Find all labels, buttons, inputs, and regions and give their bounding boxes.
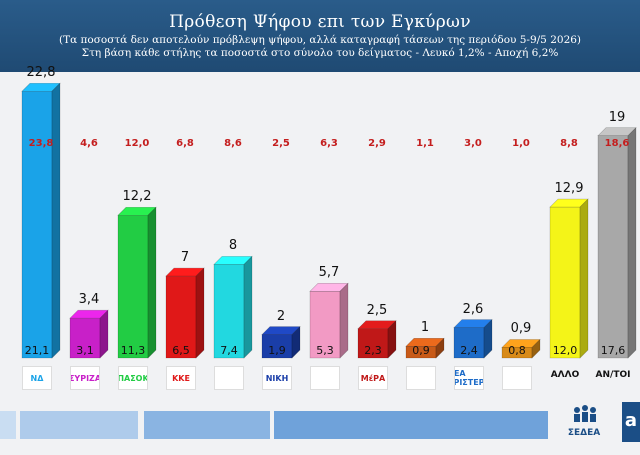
party-logo: ΝΙΚΗ [262, 366, 292, 390]
bar-value-label: 0,9 [510, 321, 532, 337]
bar-side-6 [339, 282, 349, 359]
chart-title: Πρόθεση Ψήφου επι των Εγκύρων [169, 12, 471, 32]
bar-value-label: 2 [276, 308, 286, 324]
previous-value-label: 2,9 [368, 138, 386, 149]
previous-value-label: 12,0 [124, 138, 150, 149]
bar-chart-svg [21, 82, 637, 359]
party-logo [406, 366, 436, 390]
bar-value-label: 8 [228, 238, 238, 254]
previous-value-label: 1,0 [512, 138, 530, 149]
bar-chart: 23,8 22,8 21,1 ΝΔ 4,6 3,4 3,1 ΣΥΡΙΖΑ 12,0 12,2 11,… [0, 65, 640, 400]
party-logo [502, 366, 532, 390]
party-logo: ΝΕΑ ΑΡΙΣΤΕΡΑ [454, 366, 484, 390]
previous-value-label: 8,6 [224, 138, 242, 149]
bar-side-0 [51, 82, 61, 359]
bar-value-label: 22,8 [26, 65, 56, 81]
category-label: ΑΝ/ΤΟΙ [595, 370, 631, 380]
bar-value-label: 12,2 [122, 189, 152, 205]
bar-side-12 [627, 126, 637, 359]
bar-base-label: 3,1 [76, 344, 94, 357]
bar-base-label: 11,3 [120, 344, 146, 357]
bar-value-label: 5,7 [318, 265, 340, 281]
bar-value-label: 3,4 [78, 292, 100, 308]
party-logo: ΜέΡΑ [358, 366, 388, 390]
previous-value-label: 1,1 [416, 138, 434, 149]
bar-2 [117, 214, 149, 359]
chart-subtitle-basis: Στη βάση κάθε στήλης τα ποσοστά στο σύνο… [81, 47, 559, 59]
bar-side-2 [147, 206, 157, 359]
sedea-logo-icon [574, 405, 596, 422]
sedea-brand-text: ΣΕΔΕΑ [567, 428, 601, 438]
bar-side-1 [99, 309, 109, 359]
previous-value-label: 8,8 [560, 138, 578, 149]
bar-side-8 [435, 337, 445, 359]
footer-strip-2 [20, 411, 138, 439]
party-logo [214, 366, 244, 390]
footer: ΣΕΔΕΑ a [0, 402, 640, 455]
bar-base-label: 12,0 [552, 344, 578, 357]
footer-strip-4 [274, 411, 548, 439]
party-logo: ΚΚΕ [166, 366, 196, 390]
bar-side-9 [483, 318, 493, 359]
bar-side-11 [579, 198, 589, 359]
party-logo: ΣΥΡΙΖΑ [70, 366, 100, 390]
bar-value-label: 1 [420, 320, 430, 336]
party-logo: ΝΔ [22, 366, 52, 390]
chart-header: Πρόθεση Ψήφου επι των Εγκύρων (Τα ποσοστ… [0, 0, 640, 72]
corner-logo: a [622, 402, 640, 442]
chart-subtitle-period: (Τα ποσοστά δεν αποτελούν πρόβλεψη ψήφου… [58, 34, 582, 46]
bar-0 [21, 90, 53, 359]
bar-12 [597, 135, 629, 359]
bar-base-label: 17,6 [600, 344, 626, 357]
bar-side-3 [195, 267, 205, 359]
bar-base-label: 5,3 [316, 344, 334, 357]
bar-11 [549, 206, 581, 359]
previous-value-label: 2,5 [272, 138, 290, 149]
previous-value-label: 6,8 [176, 138, 194, 149]
party-logo: ΠΑΣΟΚ [118, 366, 148, 390]
bar-value-label: 7 [180, 250, 190, 266]
bar-value-label: 2,5 [366, 302, 388, 318]
bar-side-7 [387, 320, 397, 359]
category-label: ΑΛΛΟ [550, 370, 580, 380]
bar-base-label: 2,3 [364, 344, 382, 357]
bar-side-10 [531, 338, 541, 359]
bar-value-label: 2,6 [462, 301, 484, 317]
previous-value-label: 3,0 [464, 138, 482, 149]
party-logo [310, 366, 340, 390]
bar-value-label: 19 [608, 109, 626, 125]
footer-strip-3 [144, 411, 270, 439]
bar-value-label: 12,9 [554, 181, 584, 197]
bar-base-label: 0,9 [412, 344, 430, 357]
previous-value-label: 23,8 [28, 138, 54, 149]
bar-base-label: 1,9 [268, 344, 286, 357]
previous-value-label: 4,6 [80, 138, 98, 149]
footer-strip-1 [0, 411, 16, 439]
previous-value-label: 18,6 [604, 138, 630, 149]
previous-value-label: 6,3 [320, 138, 338, 149]
bar-base-label: 2,4 [460, 344, 478, 357]
bar-base-label: 7,4 [220, 344, 238, 357]
bar-base-label: 21,1 [24, 344, 50, 357]
bar-base-label: 6,5 [172, 344, 190, 357]
bar-side-5 [291, 325, 301, 359]
bar-side-4 [243, 255, 253, 359]
bar-base-label: 0,8 [508, 344, 526, 357]
